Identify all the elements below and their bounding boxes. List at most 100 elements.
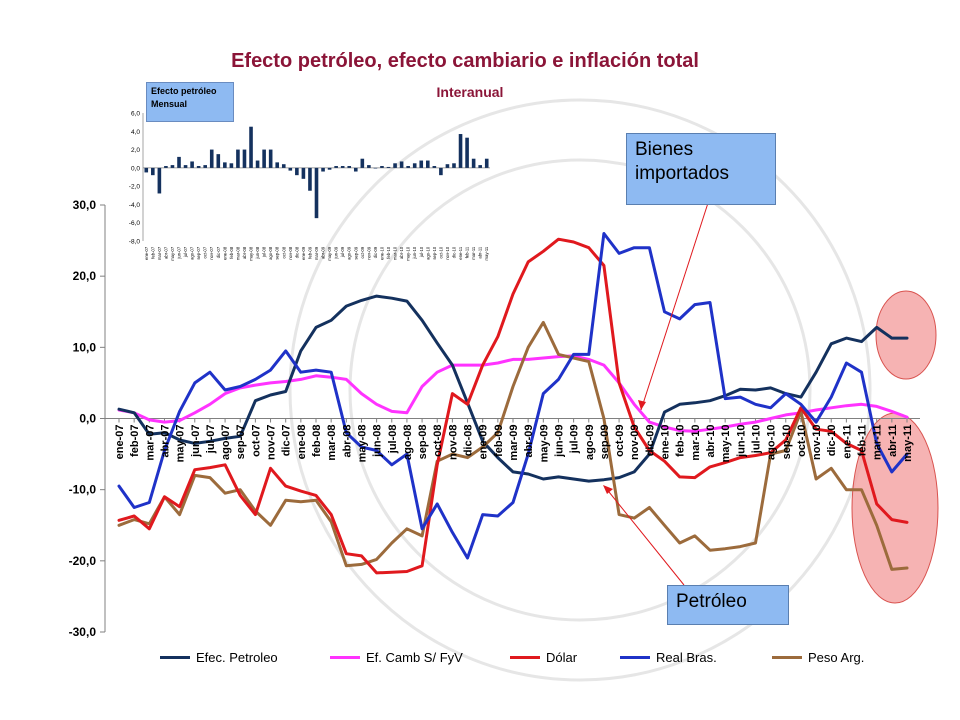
x-tick-label: ago-07 xyxy=(220,425,232,460)
arrow-imported-goods xyxy=(640,202,709,411)
series-line-ef-camb-s-fyv xyxy=(117,354,909,433)
legend-label-efec-petroleo: Efec. Petroleo xyxy=(196,650,278,665)
inset-x-tick-label: may-07 xyxy=(170,246,175,261)
inset-bar xyxy=(484,158,489,168)
inset-bar xyxy=(373,167,378,169)
inset-bar xyxy=(432,166,437,168)
series-line-dolar xyxy=(117,237,909,575)
legend-swatch-ef-camb xyxy=(330,656,360,659)
inset-label-title: Efecto petróleo xyxy=(151,86,217,96)
x-tick-label: feb-09 xyxy=(493,425,505,457)
x-tick-label: jun-09 xyxy=(553,425,565,458)
x-tick-label: oct-07 xyxy=(250,425,262,457)
x-tick-label: oct-08 xyxy=(432,425,444,457)
x-tick-label: may-10 xyxy=(720,425,732,463)
inset-bar xyxy=(262,149,266,168)
inset-y-tick-label: -2,0 xyxy=(129,184,141,191)
y-tick-label: -20,0 xyxy=(69,554,97,568)
inset-x-tick-label: ene-09 xyxy=(301,246,306,260)
inset-x-tick-label: jul-08 xyxy=(262,246,267,258)
legend-swatch-efec-petroleo xyxy=(160,656,190,659)
x-tick-label: mar-10 xyxy=(690,425,702,461)
inset-x-tick-label: dic-07 xyxy=(216,246,221,258)
inset-bar xyxy=(203,165,207,168)
x-tick-label: may-09 xyxy=(538,425,550,463)
x-tick-label: feb-11 xyxy=(857,425,869,457)
y-tick-label: 10,0 xyxy=(73,340,97,354)
legend-swatch-dolar xyxy=(510,656,540,659)
arrowhead-oil xyxy=(603,485,613,494)
inset-bar xyxy=(164,166,168,168)
inset-bar xyxy=(157,167,162,194)
x-tick-label: dic-08 xyxy=(463,425,475,457)
inset-x-tick-label: feb-11 xyxy=(465,246,470,258)
inset-bar xyxy=(288,167,293,171)
x-tick-label: ene-07 xyxy=(114,425,126,460)
x-tick-label: dic-10 xyxy=(826,425,838,457)
x-tick-label: sep-08 xyxy=(417,425,429,460)
inset-x-tick-label: abr-07 xyxy=(163,246,168,259)
legend-item-peso-arg: Peso Arg. xyxy=(772,650,864,665)
x-tick-label: oct-10 xyxy=(796,425,808,457)
inset-x-tick-label: ene-10 xyxy=(379,246,384,260)
series-line-peso-arg xyxy=(117,320,909,571)
inset-x-tick-label: abr-11 xyxy=(478,246,483,258)
x-tick-label: feb-10 xyxy=(675,425,687,457)
inset-x-tick-label: ago-09 xyxy=(347,246,352,260)
inset-x-tick-label: feb-09 xyxy=(307,246,312,259)
x-tick-label: jul-07 xyxy=(205,425,217,455)
legend-label-real-bras: Real Bras. xyxy=(656,650,717,665)
x-tick-label: jul-09 xyxy=(569,425,581,455)
x-tick-label: ago-09 xyxy=(584,425,596,460)
inset-x-tick-label: nov-08 xyxy=(288,246,293,259)
x-tick-label: ene-10 xyxy=(660,425,672,460)
inset-x-tick-label: sep-10 xyxy=(432,246,437,259)
x-tick-label: dic-09 xyxy=(644,425,656,457)
legend-swatch-peso-arg xyxy=(772,656,802,659)
x-tick-label: ago-10 xyxy=(766,425,778,460)
inset-bar xyxy=(478,165,482,168)
inset-x-tick-label: abr-09 xyxy=(321,246,326,259)
inset-x-tick-label: oct-07 xyxy=(203,246,208,258)
legend-item-real-bras: Real Bras. xyxy=(620,650,717,665)
inset-bar xyxy=(399,161,404,168)
chart-subtitle: Interanual xyxy=(436,84,504,100)
inset-bar xyxy=(327,167,332,170)
legend-item-dolar: Dólar xyxy=(510,650,577,665)
inset-bar xyxy=(236,149,240,168)
legend-item-efec-petroleo: Efec. Petroleo xyxy=(160,650,278,665)
inset-bar xyxy=(229,163,234,168)
x-tick-label: ene-11 xyxy=(841,425,853,459)
inset-x-tick-label: dic-08 xyxy=(294,246,299,258)
inset-x-tick-label: jul-10 xyxy=(419,246,424,258)
y-tick-label: 0,0 xyxy=(79,412,96,426)
inset-bar xyxy=(295,167,299,176)
inset-bar xyxy=(380,166,384,168)
x-tick-label: may-07 xyxy=(175,425,187,463)
x-tick-label: ene-08 xyxy=(296,425,308,460)
inset-x-tick-label: jun-07 xyxy=(177,246,182,259)
x-tick-label: may-08 xyxy=(356,425,368,463)
legend-label-peso-arg: Peso Arg. xyxy=(808,650,865,665)
inset-bar xyxy=(151,167,155,176)
inset-x-tick-label: may-10 xyxy=(406,246,411,261)
inset-bar xyxy=(242,149,247,168)
y-tick-label: 20,0 xyxy=(73,269,97,283)
inset-label-period: Mensual xyxy=(151,99,188,109)
x-tick-label: sep-07 xyxy=(235,425,247,460)
inset-bar xyxy=(334,166,338,168)
callout-imported-goods: Bienes importados xyxy=(626,133,776,205)
inset-x-tick-label: jun-09 xyxy=(334,246,339,259)
inset-x-tick-label: feb-10 xyxy=(386,246,391,259)
inset-y-tick-label: 2,0 xyxy=(131,147,140,154)
inset-bar xyxy=(386,166,391,168)
inset-x-tick-label: jul-07 xyxy=(183,246,188,258)
inset-x-tick-label: feb-07 xyxy=(150,246,155,259)
legend: Efec. Petroleo Ef. Camb S/ FyV Dólar Rea… xyxy=(160,650,900,670)
x-tick-label: abr-08 xyxy=(341,425,353,458)
inset-bar xyxy=(406,166,410,168)
inset-y-tick-label: 4,0 xyxy=(131,129,140,136)
inset-x-tick-label: ago-07 xyxy=(190,246,195,260)
inset-bar xyxy=(308,167,312,191)
series-line-real-bras xyxy=(117,232,909,560)
